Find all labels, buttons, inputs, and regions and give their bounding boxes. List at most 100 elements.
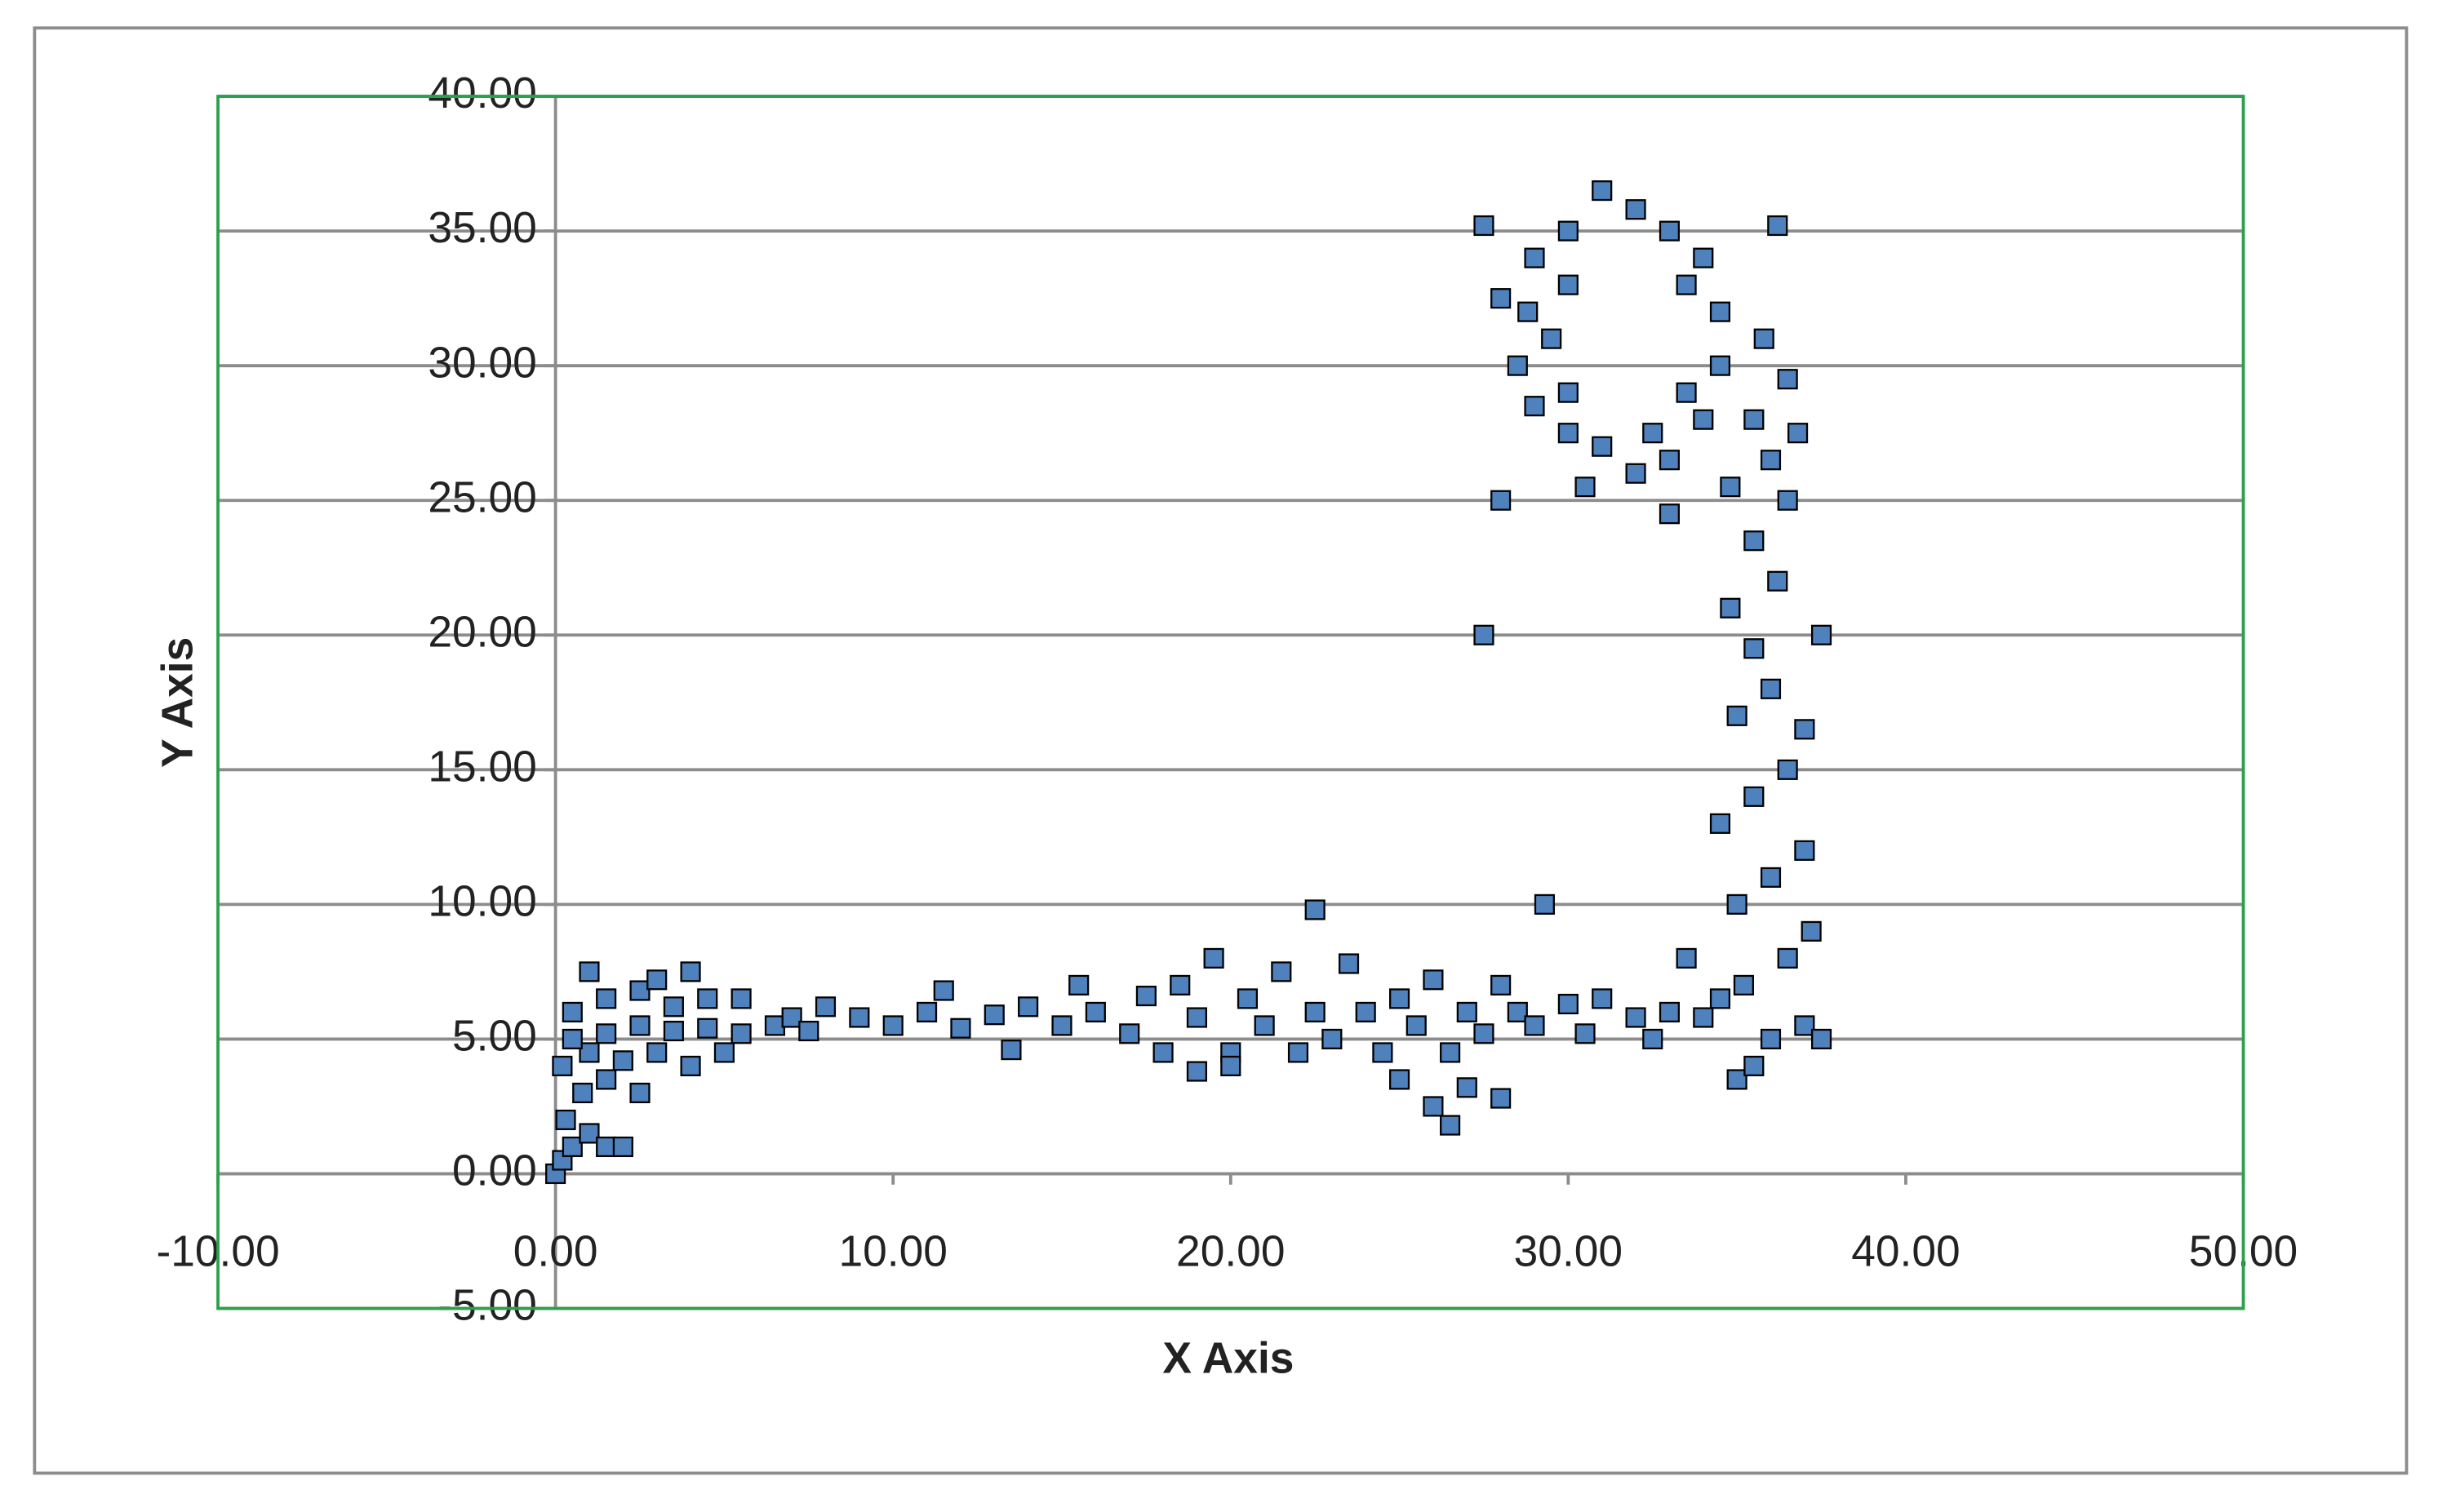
data-point bbox=[1524, 247, 1545, 268]
data-point bbox=[680, 1055, 701, 1077]
data-point bbox=[1777, 369, 1798, 390]
data-point bbox=[1051, 1015, 1072, 1036]
data-point bbox=[572, 1082, 593, 1104]
data-point bbox=[1760, 678, 1782, 699]
data-point bbox=[1659, 450, 1681, 471]
data-point bbox=[1810, 1028, 1832, 1049]
data-point bbox=[579, 1123, 600, 1144]
data-point bbox=[713, 1042, 735, 1063]
data-point bbox=[1743, 786, 1765, 807]
data-point bbox=[629, 980, 651, 1001]
data-point bbox=[1777, 947, 1798, 969]
data-point bbox=[1507, 1001, 1528, 1022]
data-point bbox=[697, 1018, 718, 1039]
data-point bbox=[1321, 1028, 1343, 1049]
plot-area-border bbox=[216, 95, 2245, 1310]
data-point bbox=[1220, 1055, 1241, 1077]
data-point bbox=[1517, 301, 1539, 322]
data-point bbox=[1801, 920, 1822, 942]
data-point bbox=[1592, 436, 1613, 457]
data-point bbox=[1676, 382, 1697, 403]
data-point bbox=[1338, 953, 1360, 974]
data-point bbox=[1440, 1115, 1461, 1136]
data-point bbox=[1287, 1042, 1309, 1063]
data-point bbox=[1456, 1077, 1477, 1098]
data-point bbox=[1625, 199, 1646, 220]
data-point bbox=[916, 1001, 938, 1022]
data-point bbox=[562, 1001, 583, 1022]
data-point bbox=[579, 1042, 600, 1063]
data-point bbox=[731, 988, 752, 1009]
data-point bbox=[764, 1015, 786, 1036]
chart-frame bbox=[33, 26, 2409, 1475]
data-point bbox=[1767, 215, 1788, 237]
data-point bbox=[1726, 893, 1747, 915]
data-point bbox=[1794, 719, 1815, 740]
data-point bbox=[1720, 477, 1741, 498]
data-point bbox=[629, 1082, 651, 1104]
data-point bbox=[646, 969, 668, 991]
data-point bbox=[1119, 1023, 1140, 1044]
data-point bbox=[1726, 1069, 1747, 1090]
data-point bbox=[1693, 1007, 1714, 1028]
data-point bbox=[596, 1023, 617, 1044]
data-point bbox=[1473, 215, 1494, 237]
data-point bbox=[1524, 1015, 1545, 1036]
data-point bbox=[552, 1055, 573, 1077]
y-tick-label: 5.00 bbox=[452, 1012, 537, 1060]
data-point bbox=[1557, 423, 1579, 444]
data-point bbox=[1777, 759, 1798, 780]
data-point bbox=[1068, 974, 1090, 995]
data-point bbox=[933, 980, 954, 1001]
data-point bbox=[1456, 1001, 1477, 1022]
data-point bbox=[1733, 974, 1754, 995]
data-point bbox=[1794, 1015, 1815, 1036]
x-tick-label: 0.00 bbox=[513, 1228, 598, 1276]
points bbox=[545, 180, 1832, 1185]
data-point bbox=[1304, 1001, 1326, 1022]
data-point bbox=[1423, 1096, 1444, 1117]
data-point bbox=[1507, 355, 1528, 376]
data-point bbox=[1018, 996, 1039, 1018]
data-point bbox=[1490, 288, 1512, 309]
x-tick-label: 20.00 bbox=[1176, 1228, 1285, 1276]
data-point bbox=[882, 1015, 904, 1036]
data-point bbox=[555, 1109, 576, 1131]
data-point bbox=[798, 1020, 819, 1042]
data-point bbox=[680, 961, 701, 982]
data-point bbox=[1423, 969, 1444, 991]
data-point bbox=[1659, 503, 1681, 525]
data-point bbox=[815, 996, 837, 1018]
data-point bbox=[1760, 867, 1782, 888]
data-point bbox=[1709, 301, 1731, 322]
data-point bbox=[562, 1136, 583, 1158]
data-point bbox=[697, 988, 718, 1009]
x-tick-label: 30.00 bbox=[1514, 1228, 1623, 1276]
data-point bbox=[1473, 624, 1494, 645]
data-point bbox=[596, 1069, 617, 1090]
data-point bbox=[1810, 624, 1832, 645]
data-point bbox=[1743, 530, 1765, 552]
y-tick-label: 20.00 bbox=[428, 608, 536, 656]
data-point bbox=[1743, 1055, 1765, 1077]
data-point bbox=[984, 1004, 1005, 1026]
data-point bbox=[1534, 893, 1555, 915]
y-tick-label: 40.00 bbox=[428, 69, 536, 118]
data-point bbox=[1625, 1007, 1646, 1028]
data-point bbox=[1787, 423, 1809, 444]
data-point bbox=[1304, 899, 1326, 920]
data-point bbox=[1524, 396, 1545, 417]
data-point bbox=[1676, 947, 1697, 969]
data-point bbox=[1389, 988, 1410, 1009]
y-tick-label: 35.00 bbox=[428, 204, 536, 252]
data-point bbox=[596, 1136, 617, 1158]
data-point bbox=[1642, 423, 1663, 444]
data-point bbox=[663, 1020, 684, 1042]
data-point bbox=[781, 1007, 802, 1028]
data-point bbox=[1592, 180, 1613, 202]
data-point bbox=[1440, 1042, 1461, 1063]
data-point bbox=[629, 1015, 651, 1036]
data-point bbox=[1406, 1015, 1427, 1036]
data-point bbox=[1557, 274, 1579, 295]
